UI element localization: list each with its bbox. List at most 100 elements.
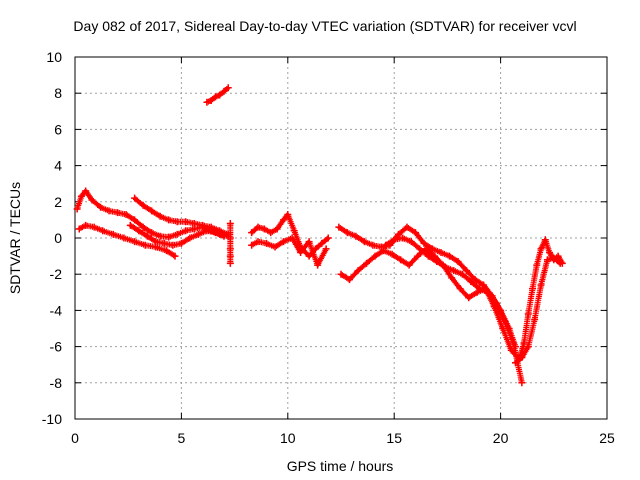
data-point xyxy=(254,238,262,246)
y-tick-label: -10 xyxy=(42,411,62,427)
data-point xyxy=(354,267,362,275)
data-point xyxy=(120,234,128,242)
data-point xyxy=(337,270,345,278)
data-point xyxy=(454,258,462,266)
data-point xyxy=(163,247,171,255)
data-point xyxy=(182,218,190,226)
series-track-h xyxy=(248,234,330,269)
data-point xyxy=(160,239,168,247)
data-point xyxy=(543,256,551,264)
data-point xyxy=(171,252,179,260)
data-point xyxy=(305,238,313,246)
data-point xyxy=(224,84,232,92)
data-point xyxy=(397,256,405,264)
data-point xyxy=(186,234,194,242)
data-point xyxy=(156,232,164,240)
data-point xyxy=(501,317,509,325)
data-point xyxy=(352,232,360,240)
data-point xyxy=(382,241,390,249)
data-point xyxy=(190,220,198,228)
data-point xyxy=(518,379,526,387)
series-track-i xyxy=(335,223,519,351)
data-point xyxy=(82,221,90,229)
data-point xyxy=(226,245,234,253)
data-point xyxy=(254,223,262,231)
data-point xyxy=(509,339,517,347)
data-point xyxy=(422,245,430,253)
data-point xyxy=(314,261,322,269)
data-point xyxy=(388,250,396,258)
data-point xyxy=(484,288,492,296)
chart-title: Day 082 of 2017, Sidereal Day-to-day VTE… xyxy=(73,18,576,34)
data-point xyxy=(73,205,81,213)
series-track-b xyxy=(75,221,179,260)
data-point xyxy=(529,285,537,293)
data-point xyxy=(173,218,181,226)
data-point xyxy=(346,276,354,284)
marker-trail xyxy=(248,211,332,260)
data-point xyxy=(394,230,402,238)
data-point xyxy=(456,285,464,293)
data-point xyxy=(273,225,281,233)
data-points xyxy=(73,84,566,387)
data-point xyxy=(360,238,368,246)
data-point xyxy=(280,238,288,246)
y-tick-label: 4 xyxy=(54,158,62,174)
x-tick-label: 20 xyxy=(493,430,509,446)
data-point xyxy=(260,225,268,233)
data-point xyxy=(524,343,532,351)
data-point xyxy=(99,227,107,235)
data-point xyxy=(424,252,432,260)
data-point xyxy=(511,359,519,367)
data-point xyxy=(322,245,330,253)
data-point xyxy=(109,230,117,238)
data-point xyxy=(280,216,288,224)
data-point xyxy=(77,192,85,200)
data-point xyxy=(437,248,445,256)
data-point xyxy=(122,210,130,218)
data-point xyxy=(220,232,228,240)
data-point xyxy=(165,216,173,224)
data-point xyxy=(371,252,379,260)
data-point xyxy=(335,223,343,231)
series-track-d xyxy=(126,221,228,249)
data-point xyxy=(90,223,98,231)
data-point xyxy=(518,353,526,361)
data-point xyxy=(446,252,454,260)
series-track-m xyxy=(511,254,564,367)
data-point xyxy=(377,243,385,251)
data-point xyxy=(263,239,271,247)
data-point xyxy=(173,230,181,238)
data-point xyxy=(533,261,541,269)
y-tick-label: 8 xyxy=(54,85,62,101)
data-point xyxy=(473,288,481,296)
data-point xyxy=(420,239,428,247)
y-tick-label: 6 xyxy=(54,121,62,137)
data-point xyxy=(148,207,156,215)
data-point xyxy=(550,254,558,262)
data-point xyxy=(199,221,207,229)
data-point xyxy=(369,241,377,249)
series-track-g xyxy=(248,210,332,260)
data-point xyxy=(380,247,388,255)
y-axis-label: SDTVAR / TECUs xyxy=(7,182,23,294)
y-axis-ticks: -10 -8 -6 -4 -2 0 2 4 6 8 10 xyxy=(42,49,607,427)
data-point xyxy=(152,238,160,246)
data-point xyxy=(139,201,147,209)
data-point xyxy=(403,223,411,231)
data-point xyxy=(363,259,371,267)
data-point xyxy=(267,229,275,237)
data-point xyxy=(105,207,113,215)
y-tick-label: -6 xyxy=(50,339,63,355)
data-point xyxy=(135,227,143,235)
data-point xyxy=(433,258,441,266)
data-point xyxy=(97,203,105,211)
data-point xyxy=(131,238,139,246)
data-point xyxy=(411,229,419,237)
data-point xyxy=(414,252,422,260)
data-point xyxy=(82,187,90,195)
data-point xyxy=(537,281,545,289)
y-tick-label: -4 xyxy=(50,302,63,318)
x-tick-label: 5 xyxy=(178,430,186,446)
x-tick-label: 15 xyxy=(386,430,402,446)
